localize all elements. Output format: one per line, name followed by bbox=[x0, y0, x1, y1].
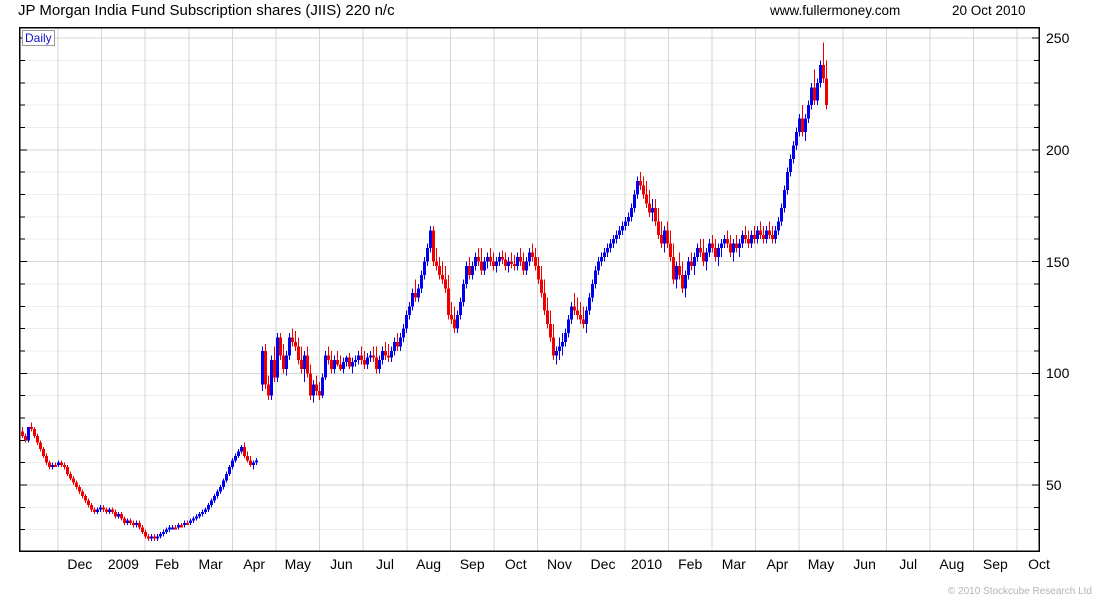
page-title: JP Morgan India Fund Subscription shares… bbox=[18, 2, 395, 19]
x-axis-tick-label: 2010 bbox=[631, 556, 663, 572]
x-axis-tick-label: Jul bbox=[376, 556, 394, 572]
y-axis-tick-label: 250 bbox=[1046, 30, 1070, 47]
x-axis-tick-label: May bbox=[284, 556, 312, 572]
x-axis-tick-label: Oct bbox=[1028, 556, 1050, 572]
x-axis-tick-label: Jul bbox=[899, 556, 918, 572]
x-axis-tick-label: Jun bbox=[853, 556, 876, 572]
chart-plot-area bbox=[19, 27, 1040, 552]
x-axis-tick-label: Feb bbox=[154, 556, 180, 572]
x-axis-tick-label: Mar bbox=[721, 556, 746, 572]
timeframe-badge[interactable]: Daily bbox=[22, 30, 55, 46]
x-axis-tick-label: Mar bbox=[198, 556, 223, 572]
y-axis-tick-label: 50 bbox=[1046, 476, 1062, 493]
price-chart-canvas bbox=[19, 27, 1040, 552]
x-axis-tick-label: Jun bbox=[330, 556, 353, 572]
x-axis-tick-label: Nov bbox=[546, 556, 572, 572]
chart-header: JP Morgan India Fund Subscription shares… bbox=[0, 0, 1100, 26]
x-axis-tick-label: Oct bbox=[504, 556, 527, 572]
y-axis-tick-label: 150 bbox=[1046, 253, 1070, 270]
x-axis-tick-label: Aug bbox=[416, 556, 442, 572]
y-axis-tick-label: 100 bbox=[1046, 365, 1070, 382]
x-axis-tick-label: Apr bbox=[766, 556, 789, 572]
chart-date: 20 Oct 2010 bbox=[952, 3, 1026, 18]
x-axis-labels: Dec 2009 Feb Mar Apr May Jun Jul Aug Sep Oct Nov Dec… bbox=[0, 556, 1100, 580]
y-axis-labels: 50 100 150 200 250 bbox=[1046, 27, 1100, 552]
y-axis-tick-label: 200 bbox=[1046, 141, 1070, 158]
x-axis-tick-label: 2009 bbox=[107, 556, 139, 572]
source-website: www.fullermoney.com bbox=[770, 3, 901, 18]
x-axis-tick-label: Feb bbox=[678, 556, 703, 572]
x-axis-tick-label: Aug bbox=[939, 556, 965, 572]
x-axis-tick-label: May bbox=[807, 556, 835, 572]
x-axis-tick-label: Dec bbox=[67, 556, 93, 572]
x-axis-tick-label: Apr bbox=[243, 556, 266, 572]
x-axis-tick-label: Dec bbox=[590, 556, 616, 572]
x-axis-tick-label: Sep bbox=[982, 556, 1008, 572]
copyright-notice: © 2010 Stockcube Research Ltd bbox=[947, 586, 1092, 597]
x-axis-tick-label: Sep bbox=[459, 556, 485, 572]
